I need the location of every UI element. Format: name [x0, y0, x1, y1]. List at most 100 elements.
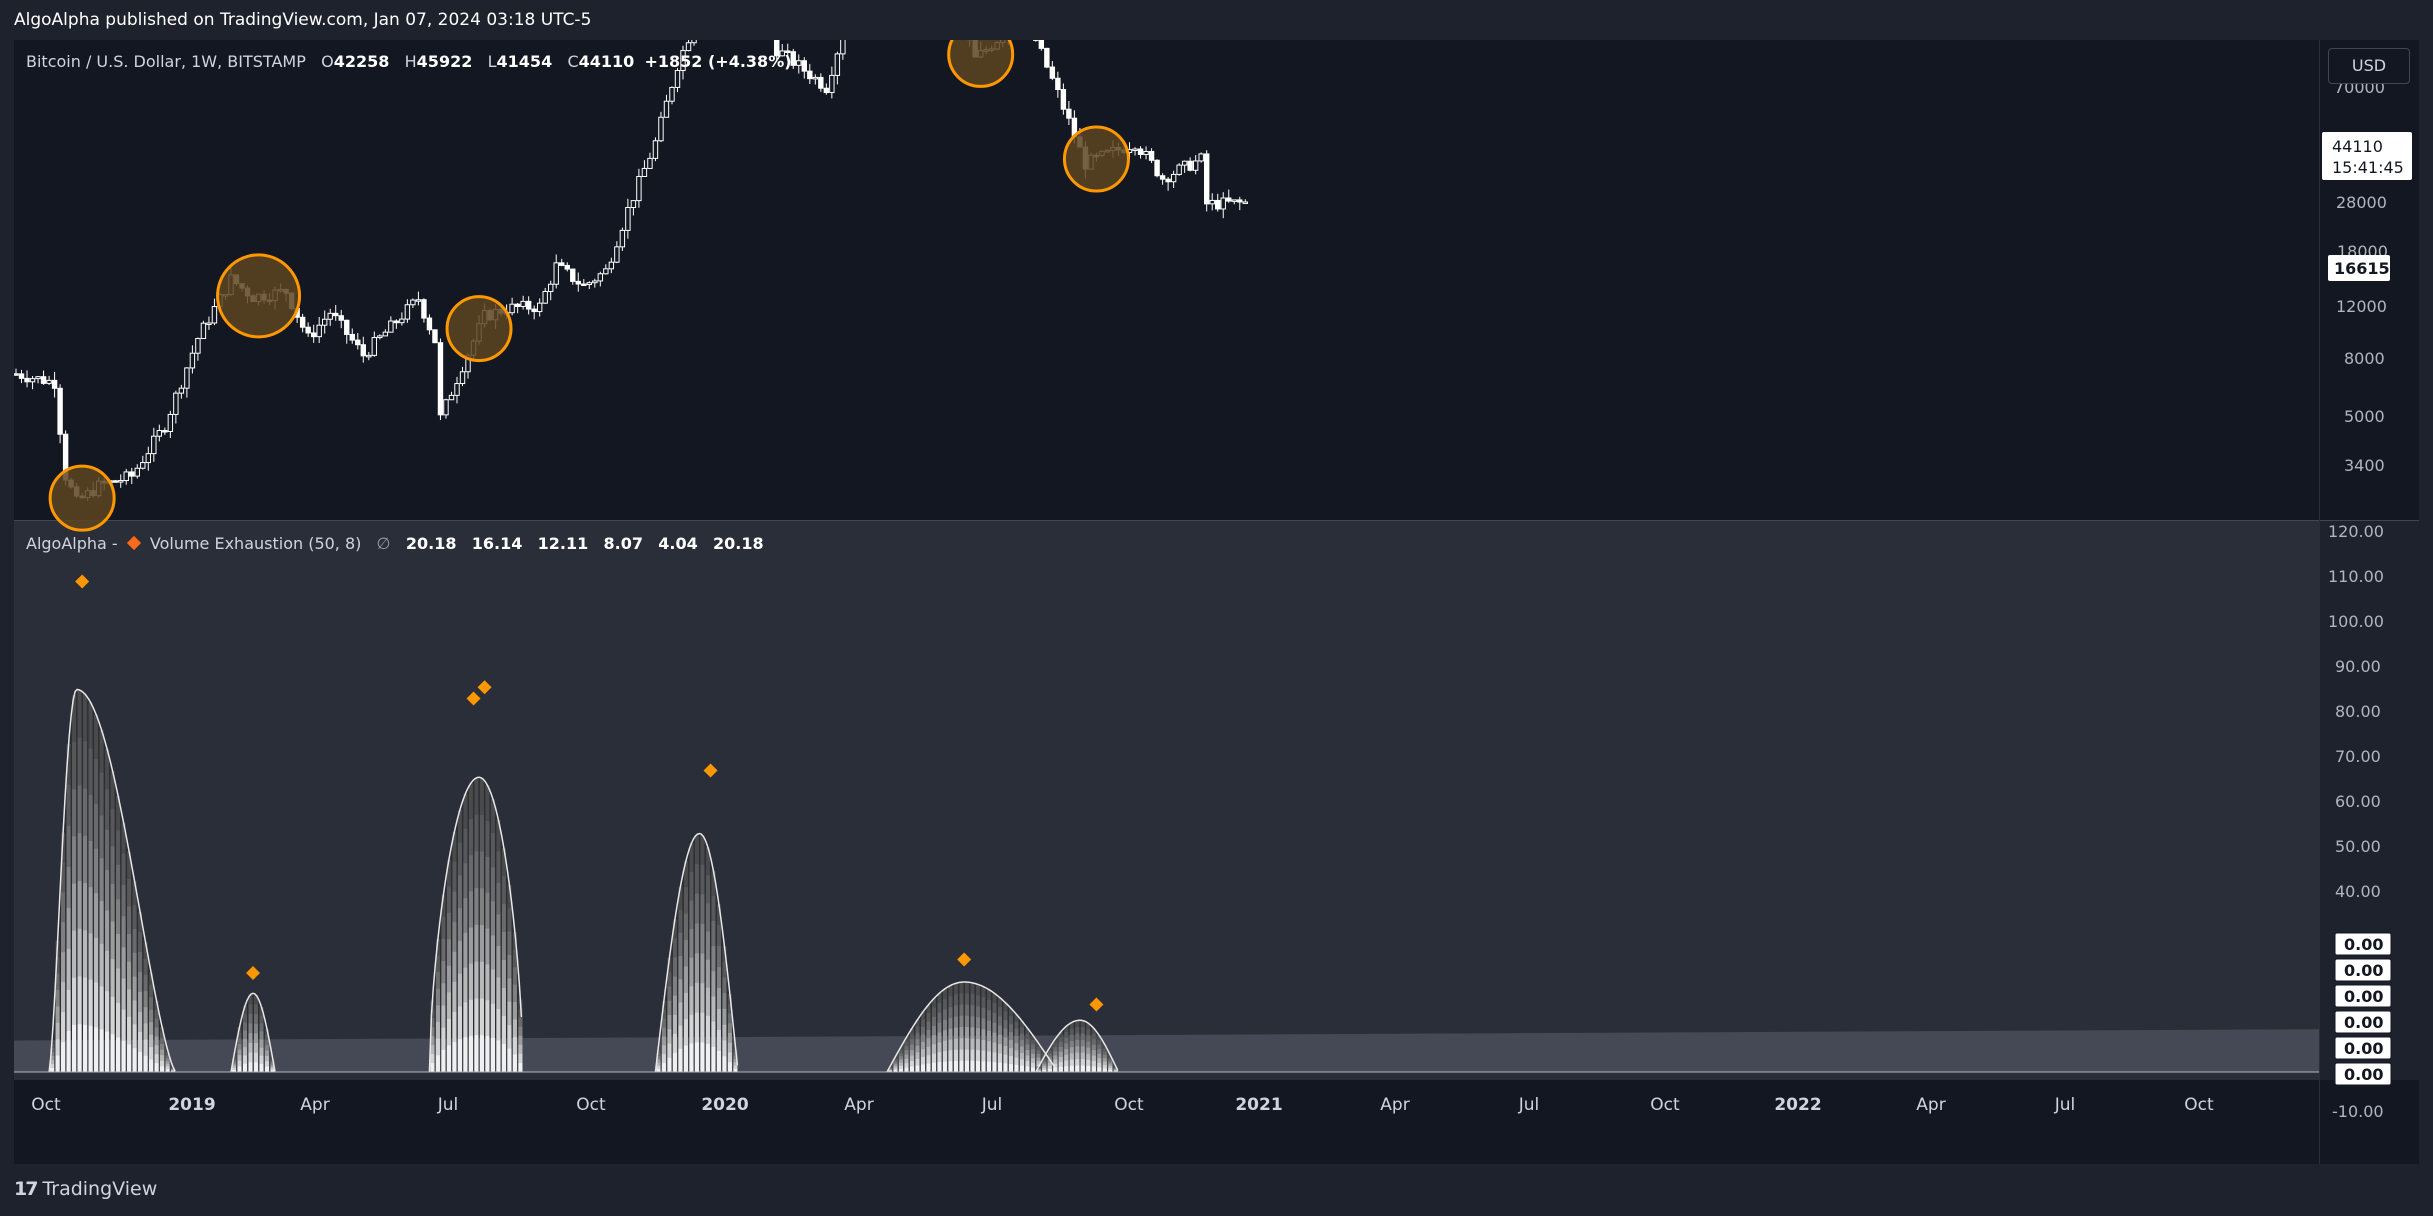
price-pane-bg	[14, 40, 2319, 520]
histogram-bar	[116, 1002, 121, 1072]
indicator-axis[interactable]: 120.00 110.00 100.00 90.00 80.00 70.00 6…	[2328, 522, 2392, 1121]
histogram-bar	[441, 1049, 446, 1072]
candle-body	[1242, 201, 1248, 204]
indicator-pane-bg	[14, 521, 2319, 1080]
indicator-author[interactable]: AlgoAlpha -	[26, 534, 118, 553]
histogram-bar	[149, 1047, 154, 1072]
high-value: 45922	[416, 52, 473, 71]
candle-body	[801, 60, 807, 72]
symbol-description[interactable]: Bitcoin / U.S. Dollar, 1W, BITSTAMP	[26, 52, 306, 71]
price-label: 3400	[2344, 456, 2385, 475]
histogram-bar	[264, 1066, 269, 1072]
histogram-bars	[50, 690, 1118, 1072]
low-label: L	[487, 52, 497, 71]
signal-diamond	[957, 952, 972, 967]
candle-body	[636, 175, 642, 202]
histogram-bar	[733, 1068, 738, 1072]
candle-body	[40, 376, 47, 384]
candle-body	[1038, 40, 1045, 49]
candle-body	[410, 299, 416, 306]
histogram-bar	[1064, 1066, 1069, 1072]
time-axis-label: Oct	[31, 1095, 61, 1115]
histogram-bar	[904, 1067, 909, 1072]
histogram-bar	[237, 1066, 242, 1072]
change-value: +1852 (+4.38%)	[644, 52, 792, 71]
histogram-bar	[678, 1048, 683, 1072]
histogram-bar	[705, 1043, 710, 1072]
histogram-bar	[975, 1061, 980, 1072]
diamond-icon	[126, 535, 141, 551]
candle-body	[112, 480, 118, 483]
indicator-name[interactable]: Volume Exhaustion (50, 8)	[149, 534, 362, 553]
histogram-bar	[959, 1060, 964, 1072]
candle-body	[454, 383, 460, 396]
candle-body	[1170, 173, 1177, 183]
candle-body	[531, 308, 537, 313]
signal-diamond	[703, 763, 718, 778]
time-axis-label: Oct	[576, 1095, 606, 1115]
candle-body	[597, 273, 604, 282]
candle-body	[338, 315, 344, 321]
candle-body	[685, 42, 692, 52]
candle-body	[548, 283, 554, 292]
histogram-bar	[105, 1031, 110, 1072]
tradingview-logo[interactable]: 17 TradingView	[14, 1178, 157, 1200]
candle-body	[118, 480, 124, 483]
histogram-bar	[964, 1060, 969, 1072]
histogram-bar	[898, 1068, 903, 1072]
histogram-bar	[937, 1062, 942, 1072]
price-legend[interactable]: Bitcoin / U.S. Dollar, 1W, BITSTAMP O422…	[26, 52, 792, 71]
indicator-axis-label: 70.00	[2335, 747, 2381, 766]
signal-diamond	[466, 691, 481, 706]
time-axis-label: Oct	[1114, 1095, 1144, 1115]
histogram-bar	[270, 1070, 275, 1072]
histogram-bar	[110, 996, 115, 1072]
histogram-bar	[986, 1051, 991, 1072]
indicator-legend[interactable]: AlgoAlpha - Volume Exhaustion (50, 8) ∅ …	[26, 534, 764, 553]
histogram-bar	[970, 1060, 975, 1072]
histogram-bar	[116, 1037, 121, 1072]
signal-circle	[216, 253, 302, 339]
marker-price: 16615	[2334, 259, 2390, 278]
histogram-bar	[953, 1060, 958, 1072]
histogram-bar	[694, 1012, 699, 1072]
indicator-axis-label: 110.00	[2328, 567, 2384, 586]
candle-body	[29, 378, 36, 383]
time-axis-label: Oct	[1650, 1095, 1680, 1115]
histogram-bar	[656, 1068, 661, 1072]
time-axis[interactable]: Oct 2019 Apr Jul Oct 2020 Apr Jul Oct 2021 Apr Jul O…	[31, 1095, 2214, 1115]
time-axis-label: Oct	[2184, 1095, 2214, 1115]
histogram-bar	[705, 1015, 710, 1072]
histogram-bar	[160, 1066, 165, 1072]
candle-body	[151, 435, 157, 455]
candle-body	[145, 453, 152, 464]
histogram-bar	[997, 1062, 1002, 1072]
candle-body	[371, 337, 378, 356]
indicator-axis-label: -10.00	[2332, 1102, 2384, 1121]
histogram-bar	[959, 1049, 964, 1072]
candle-body	[437, 342, 444, 416]
histogram-bar	[1025, 1066, 1030, 1072]
time-axis-label: 2019	[168, 1095, 215, 1115]
time-axis-label: Apr	[844, 1095, 873, 1115]
candle-body	[432, 329, 438, 344]
histogram-bar	[468, 999, 473, 1072]
histogram-bar	[242, 1055, 247, 1072]
indicator-axis-label: 100.00	[2328, 612, 2384, 631]
chart-canvas[interactable]: 70000 28000 12000 8000 5000 3400 18000 4…	[14, 40, 2419, 1164]
histogram-bar	[242, 1063, 247, 1072]
candle-body	[178, 387, 185, 394]
histogram-bar	[446, 1045, 451, 1072]
histogram-bar	[61, 1042, 66, 1072]
signal-circle	[1062, 125, 1130, 193]
histogram-bar	[127, 1016, 132, 1072]
candle-body	[525, 300, 532, 310]
candle-body	[840, 40, 846, 55]
histogram-bar	[1097, 1067, 1102, 1072]
candle-body	[669, 86, 675, 102]
histogram-bar	[435, 1055, 440, 1072]
histogram-bar	[1019, 1065, 1024, 1072]
chart-area[interactable]: 70000 28000 12000 8000 5000 3400 18000 4…	[14, 40, 2419, 1164]
indicator-value: 16.14	[471, 534, 523, 553]
currency-button[interactable]: USD	[2328, 48, 2410, 84]
